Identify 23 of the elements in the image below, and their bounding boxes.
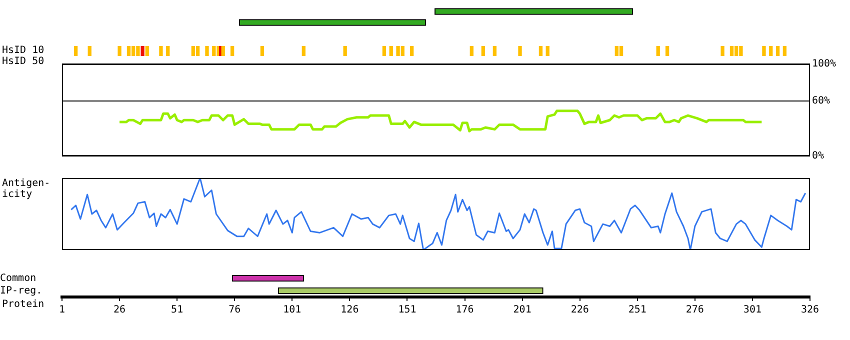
x-tick-label: 51: [171, 304, 184, 316]
y-tick-label: Common: [0, 272, 36, 284]
x-tick-label: 26: [114, 304, 126, 316]
x-tick-label: 226: [570, 304, 589, 316]
x-tick-label: 101: [283, 304, 302, 316]
y-tick-label: 100%: [812, 58, 836, 70]
y-axis-title: HsID 50: [2, 56, 46, 67]
x-tick-label: 151: [398, 304, 416, 316]
x-tick-label: 301: [743, 304, 762, 316]
x-tick-label: 326: [800, 304, 820, 316]
x-tick-label: 176: [456, 304, 474, 316]
y-tick-label: IP-reg.: [0, 285, 42, 296]
y-axis-title: HsID 10: [2, 45, 46, 56]
x-tick-label: 126: [340, 304, 359, 316]
x-tick-label: 251: [628, 304, 646, 316]
y-tick-label: 0%: [812, 150, 824, 162]
y-tick-label: 60%: [812, 95, 830, 106]
x-tick-label: 1: [58, 304, 66, 316]
x-axis-title: Protein: [2, 299, 46, 310]
x-tick-label: 76: [228, 304, 241, 316]
x-tick-label: 276: [686, 304, 704, 316]
x-tick-label: 201: [513, 304, 532, 316]
y-axis-title: Antigen-icity: [2, 178, 52, 200]
